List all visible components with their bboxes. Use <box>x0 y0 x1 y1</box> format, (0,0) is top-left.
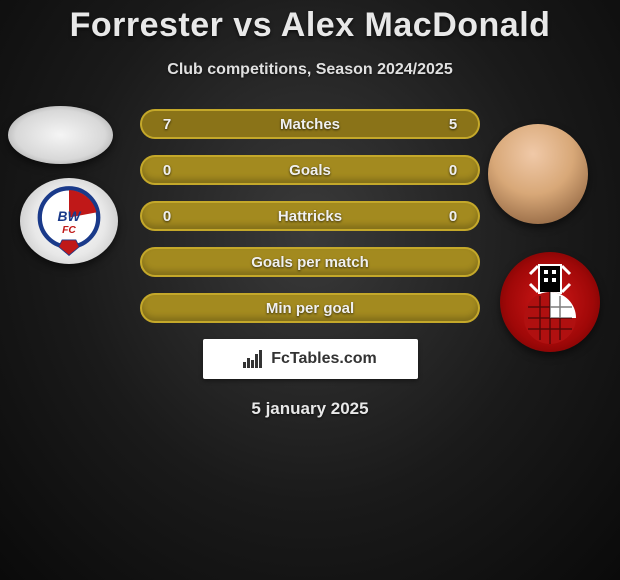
stat-value-left: 7 <box>142 116 182 133</box>
stat-row: Min per goal <box>140 293 480 323</box>
stat-value-left: 0 <box>142 208 182 225</box>
stat-label: Goals <box>182 162 438 179</box>
date-text: 5 january 2025 <box>0 399 620 419</box>
stat-row: 0Goals0 <box>140 155 480 185</box>
stat-value-right: 0 <box>438 162 478 179</box>
stat-row: Goals per match <box>140 247 480 277</box>
player-left-avatar <box>8 106 113 164</box>
subtitle: Club competitions, Season 2024/2025 <box>0 61 620 79</box>
club-right-crest <box>500 252 600 352</box>
stat-row: 7Matches5 <box>140 109 480 139</box>
stat-label: Goals per match <box>182 254 438 271</box>
watermark: FcTables.com <box>203 339 418 379</box>
page-title: Forrester vs Alex MacDonald <box>0 0 620 45</box>
watermark-text: FcTables.com <box>271 350 377 368</box>
stat-label: Hattricks <box>182 208 438 225</box>
stats-container: 7Matches50Goals00Hattricks0Goals per mat… <box>140 109 480 323</box>
svg-text:BW: BW <box>58 209 82 224</box>
stat-row: 0Hattricks0 <box>140 201 480 231</box>
stat-value-left: 0 <box>142 162 182 179</box>
stat-label: Matches <box>182 116 438 133</box>
rotherham-crest-icon <box>500 252 600 352</box>
chart-bars-icon <box>243 350 265 368</box>
club-left-crest: BW FC <box>20 178 118 264</box>
svg-text:FC: FC <box>62 225 76 236</box>
stat-label: Min per goal <box>182 300 438 317</box>
player-right-avatar <box>488 124 588 224</box>
stat-value-right: 5 <box>438 116 478 133</box>
stat-value-right: 0 <box>438 208 478 225</box>
bolton-crest-icon: BW FC <box>20 178 118 264</box>
